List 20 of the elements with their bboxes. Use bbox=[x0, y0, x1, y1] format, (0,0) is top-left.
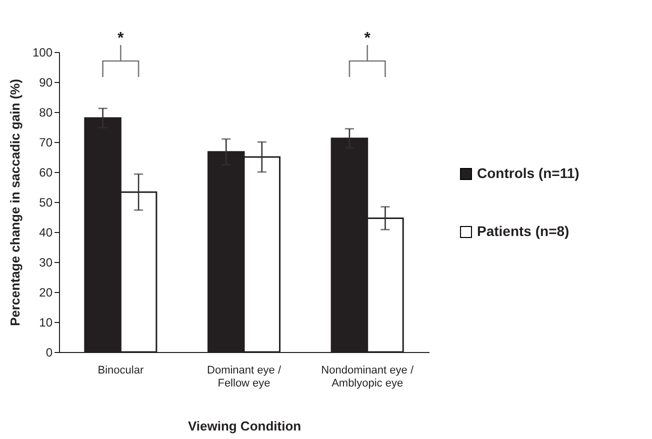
x-axis-title: Viewing Condition bbox=[188, 418, 302, 434]
y-tick-label: 50 bbox=[39, 196, 53, 210]
y-axis-title: Percentage change in saccadic gain (%) bbox=[7, 78, 22, 326]
y-tick-label: 70 bbox=[39, 136, 53, 150]
legend-label: Controls (n=11) bbox=[477, 165, 580, 181]
y-tick-label: 100 bbox=[32, 46, 53, 60]
y-tick-label: 60 bbox=[39, 166, 53, 180]
text: Patients (n=8) bbox=[477, 223, 570, 239]
x-tick-label: Dominant eye / Fellow eye bbox=[207, 364, 282, 390]
y-tick-label: 80 bbox=[39, 106, 53, 120]
text: * bbox=[118, 30, 125, 47]
y-tick-label: 40 bbox=[39, 226, 53, 240]
x-tick-label: Binocular bbox=[98, 364, 144, 376]
text: * bbox=[364, 30, 372, 47]
y-tick-label: 10 bbox=[39, 316, 53, 330]
y-tick-label: 90 bbox=[39, 76, 53, 90]
y-tick-label: 0 bbox=[46, 346, 53, 360]
y-tick-label: 30 bbox=[39, 256, 53, 270]
y-tick-label: 20 bbox=[39, 286, 53, 300]
x-tick-label: Nondominant eye / Amblyopic eye bbox=[321, 364, 414, 390]
